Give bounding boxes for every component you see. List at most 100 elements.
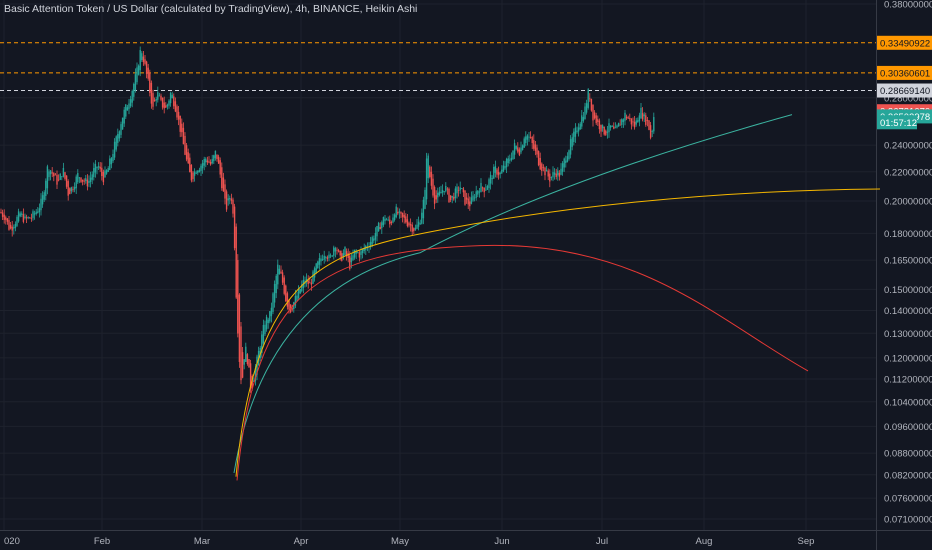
candle-body	[133, 83, 135, 97]
candle-body	[542, 167, 545, 169]
candle-body	[337, 250, 340, 252]
candle-body	[85, 178, 87, 182]
candle-body	[131, 91, 133, 103]
candle-body	[67, 181, 69, 196]
x-tick-label: Apr	[294, 536, 309, 547]
candle-body	[37, 211, 39, 213]
candle-body	[547, 170, 549, 177]
candle-body	[166, 104, 169, 107]
candle-body	[25, 217, 28, 219]
candle-body	[357, 252, 359, 254]
y-tick-label: 0.08200000	[884, 470, 932, 481]
y-tick-label: 0.16500000	[884, 256, 932, 267]
candle-body	[558, 172, 561, 177]
candle-body	[408, 222, 410, 226]
candle-body	[278, 268, 281, 275]
candle-body	[336, 249, 338, 251]
candle-body	[165, 105, 167, 108]
gold-curve	[235, 188, 881, 477]
candle-body	[649, 125, 652, 138]
candle-body	[592, 104, 594, 121]
candle-body	[64, 172, 66, 179]
x-tick-label: Mar	[194, 536, 210, 547]
candle-body	[427, 155, 429, 179]
x-tick-label: Sep	[798, 536, 815, 547]
candle-body	[126, 107, 129, 111]
candle-body	[499, 173, 501, 174]
candle-body	[117, 134, 119, 143]
y-tick-label: 0.20000000	[884, 197, 932, 208]
x-tick-label: Jul	[596, 536, 608, 547]
y-tick-label: 0.38000000	[884, 0, 932, 11]
candle-body	[65, 175, 68, 187]
candle-body	[485, 189, 487, 191]
candle-body	[643, 114, 645, 117]
candle-body	[203, 159, 205, 166]
candle-body	[313, 268, 316, 278]
candle-body	[496, 169, 498, 175]
candle-body	[497, 172, 500, 176]
candle-body	[185, 145, 188, 160]
candle-body	[461, 188, 463, 190]
candle-body	[646, 120, 649, 121]
candle-body	[486, 186, 489, 190]
candle-body	[168, 100, 170, 106]
candle-body	[17, 211, 20, 222]
candle-body	[379, 227, 381, 230]
candle-body	[432, 178, 434, 196]
candle-body	[405, 216, 407, 223]
candle-body	[29, 217, 31, 219]
candle-body	[267, 319, 269, 324]
y-tick-label: 0.15000000	[884, 285, 932, 296]
candle-body	[622, 119, 625, 123]
candle-body	[245, 346, 247, 362]
candle-body	[502, 165, 505, 172]
candle-body	[549, 173, 551, 182]
candle-body	[318, 258, 321, 265]
candle-body	[608, 123, 610, 133]
candle-body	[221, 167, 223, 189]
candle-body	[80, 177, 82, 182]
x-tick-label: May	[391, 536, 409, 547]
y-tick-label: 0.09600000	[884, 422, 932, 433]
countdown-bg	[877, 115, 917, 130]
candle-body	[281, 272, 284, 283]
candle-body	[456, 186, 458, 194]
candle-body	[333, 247, 335, 256]
candle-body	[323, 255, 325, 260]
candle-body	[53, 172, 55, 177]
candle-body	[153, 99, 156, 102]
candle-body	[397, 211, 399, 214]
candle-body	[529, 137, 532, 138]
candle-body	[393, 214, 396, 220]
candle-body	[571, 137, 573, 147]
candle-body	[371, 237, 373, 245]
candle-body	[518, 149, 521, 156]
candle-body	[309, 282, 311, 284]
candle-body	[582, 117, 585, 121]
candle-body	[422, 199, 425, 219]
candle-body	[161, 97, 164, 108]
candle-body	[89, 177, 92, 182]
candle-body	[459, 187, 461, 191]
y-tick-label: 0.08800000	[884, 449, 932, 460]
candle-body	[627, 117, 629, 119]
candle-body	[417, 221, 420, 227]
candle-body	[30, 217, 33, 219]
candle-body	[325, 257, 327, 258]
candle-body	[621, 119, 623, 125]
candle-body	[54, 174, 57, 176]
candle-body	[41, 195, 44, 205]
candle-body	[123, 109, 125, 124]
price-label-white-bg	[877, 83, 932, 98]
candle-body	[625, 116, 628, 119]
price-label-orange-2-bg	[877, 65, 932, 80]
candle-body	[491, 178, 493, 180]
candle-body	[152, 93, 154, 107]
candle-body	[315, 263, 317, 273]
candle-body	[465, 197, 468, 200]
candle-body	[9, 224, 12, 229]
candle-body	[414, 227, 417, 230]
candle-body	[232, 199, 234, 214]
